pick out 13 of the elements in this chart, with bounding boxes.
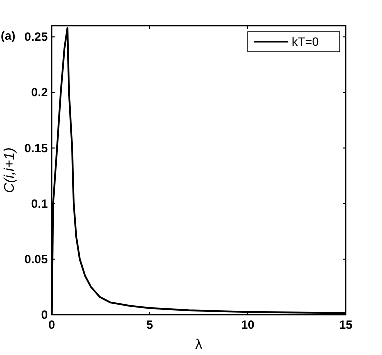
x-axis-title: λ (196, 336, 202, 352)
x-tick-label: 15 (339, 318, 353, 332)
x-tick-label: 10 (241, 318, 255, 332)
y-tick-label: 0.15 (24, 141, 48, 156)
y-tick-label: 0.25 (24, 30, 48, 44)
legend-label: kT=0 (292, 35, 320, 49)
y-tick-label: 0.2 (31, 86, 48, 100)
text: (a) (1, 29, 16, 43)
y-axis-title: C(i,i+1) (1, 148, 17, 194)
y-tick-label: 0 (41, 308, 48, 322)
x-tick-label: 5 (146, 318, 154, 332)
y-tick-label: 0.1 (31, 196, 48, 211)
y-tick-label: 0.05 (24, 252, 48, 266)
